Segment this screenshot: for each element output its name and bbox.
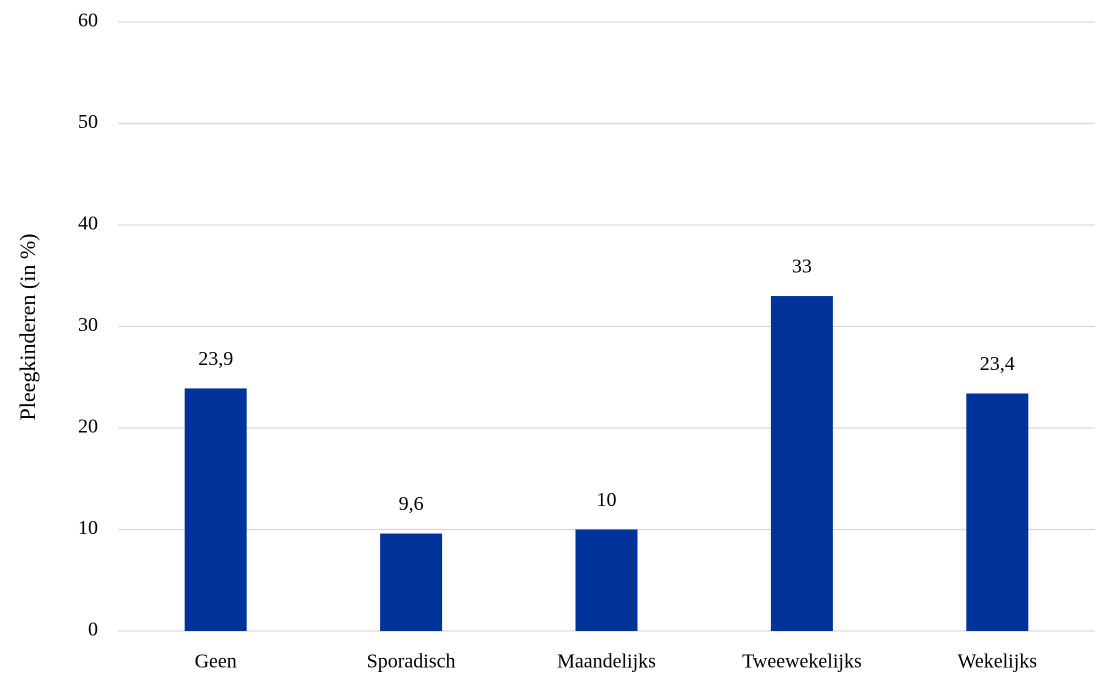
y-tick-label: 0 bbox=[88, 619, 98, 641]
y-tick-label: 30 bbox=[78, 314, 98, 336]
y-tick-label: 10 bbox=[78, 517, 98, 539]
bar bbox=[184, 388, 247, 631]
bar bbox=[575, 529, 638, 631]
value-label: 23,4 bbox=[980, 353, 1015, 375]
bar bbox=[380, 533, 443, 631]
y-tick-label: 40 bbox=[78, 213, 98, 235]
y-tick-label: 50 bbox=[78, 111, 98, 133]
y-tick-label: 60 bbox=[78, 10, 98, 32]
x-tick-label: Maandelijks bbox=[557, 651, 656, 673]
x-tick-label: Geen bbox=[195, 651, 237, 673]
value-label: 33 bbox=[792, 256, 812, 278]
x-tick-label: Tweewekelijks bbox=[742, 651, 862, 673]
x-tick-label: Wekelijks bbox=[958, 651, 1038, 673]
value-label: 23,9 bbox=[198, 348, 233, 370]
bar bbox=[770, 296, 833, 631]
x-tick-label: Sporadisch bbox=[367, 651, 456, 673]
value-label: 10 bbox=[597, 489, 617, 511]
value-label: 9,6 bbox=[399, 493, 424, 515]
bar bbox=[966, 393, 1029, 631]
y-tick-label: 20 bbox=[78, 416, 98, 438]
y-axis-label: Pleegkinderen (in %) bbox=[15, 234, 40, 421]
